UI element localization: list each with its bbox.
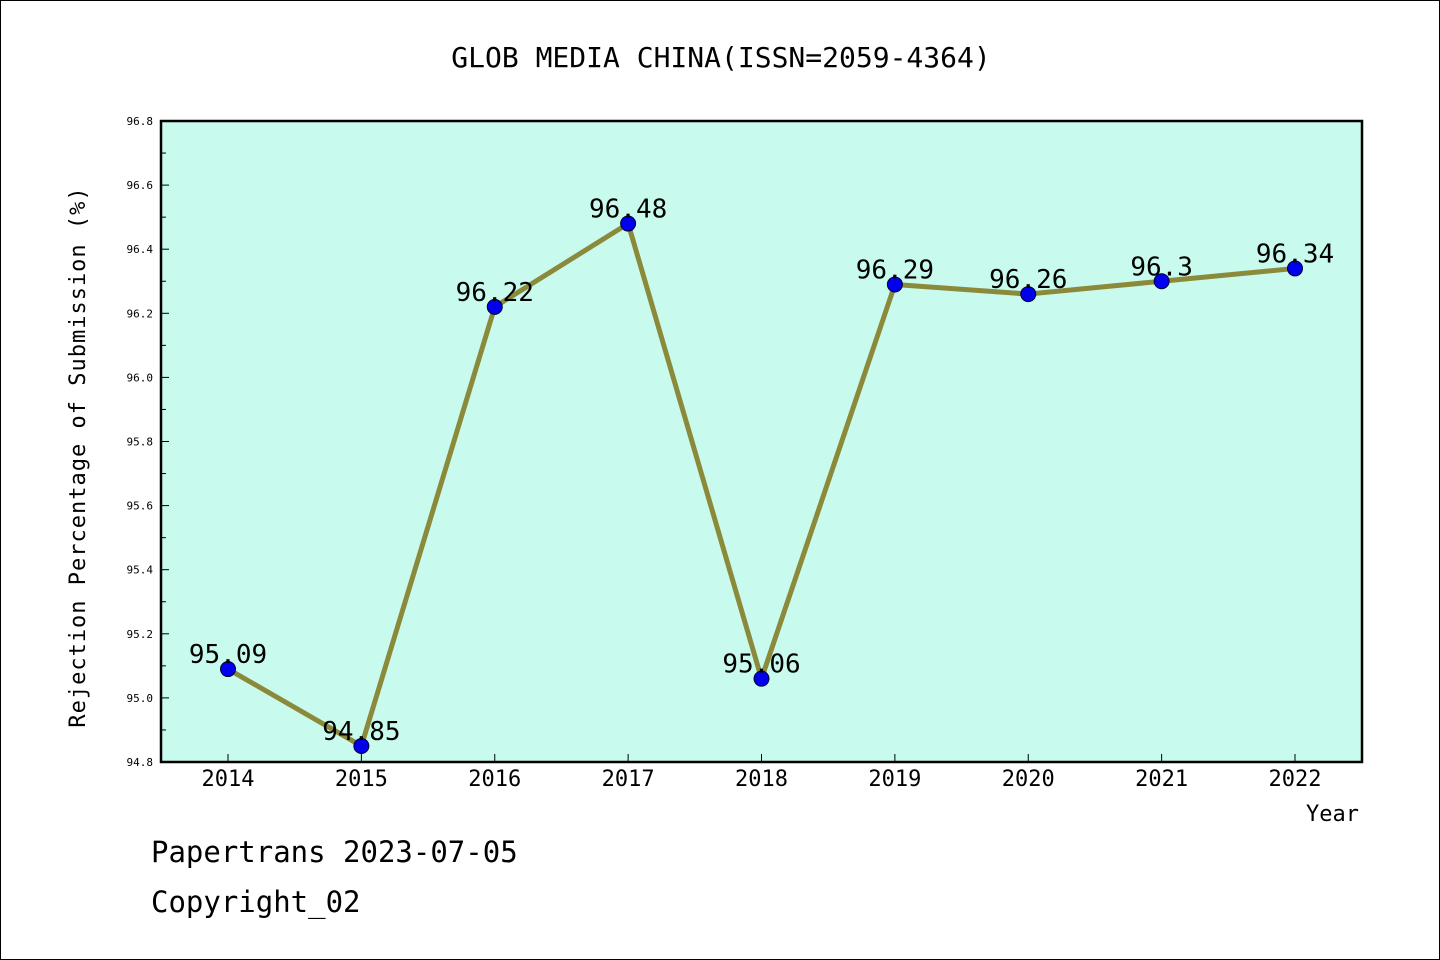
y-tick-label: 96.4 (127, 243, 154, 256)
y-tick-label: 95.2 (127, 628, 154, 641)
data-label: 94.85 (322, 717, 400, 747)
x-tick-label: 2018 (735, 767, 788, 792)
y-tick-label: 95.0 (127, 692, 154, 705)
x-tick-label: 2015 (335, 767, 388, 792)
data-label: 96.34 (1256, 239, 1334, 269)
x-tick-label: 2021 (1135, 767, 1188, 792)
y-tick-label: 94.8 (127, 756, 154, 769)
data-point (220, 661, 236, 678)
data-point (486, 298, 503, 315)
x-tick-label: 2014 (202, 767, 255, 792)
data-point (753, 670, 770, 687)
data-labels-group: 95.09 94.85 96.22 96.48 95.06 96.29 96.26 96.3 9… (189, 195, 1334, 747)
data-point (886, 276, 903, 293)
data-point (1020, 286, 1037, 303)
y-tick-label: 96.2 (127, 307, 154, 320)
data-point (1153, 273, 1170, 290)
data-label: 96.3 (1130, 252, 1193, 282)
x-axis: 2014 2015 2016 2017 2018 2019 2020 2021 2022 (202, 754, 1322, 792)
data-label: 96.48 (589, 195, 667, 225)
data-label: 96.26 (989, 265, 1067, 295)
markers-group (220, 215, 1303, 754)
y-tick-label: 95.4 (127, 564, 154, 577)
footer-line-1: Papertrans 2023-07-05 (151, 835, 518, 869)
x-tick-label: 2019 (868, 767, 921, 792)
footer-line-2: Copyright_02 (151, 885, 361, 919)
y-tick-label: 95.6 (127, 500, 154, 513)
plot-area (159, 119, 1364, 764)
x-tick-label: 2022 (1269, 767, 1322, 792)
data-point (1287, 260, 1303, 277)
chart-title: GLOB MEDIA CHINA(ISSN=2059-4364) (451, 41, 990, 74)
y-tick-label: 95.8 (127, 436, 154, 449)
y-tick-label: 96.8 (127, 115, 154, 128)
x-tick-label: 2017 (602, 767, 655, 792)
data-label: 96.22 (456, 278, 534, 308)
data-label: 96.29 (856, 255, 934, 285)
y-axis: 94.8 95.0 95.2 95.4 95.6 95.8 96.0 96.2 96.4 96.6… (127, 115, 169, 769)
data-point (620, 215, 637, 232)
data-label: 95.09 (189, 640, 267, 670)
y-tick-label: 96.6 (127, 179, 154, 192)
data-label: 95.06 (722, 650, 800, 680)
y-tick-label: 96.0 (127, 371, 154, 384)
x-axis-label: Year (1306, 802, 1359, 827)
x-tick-label: 2020 (1002, 767, 1055, 792)
y-axis-label: Rejection Percentage of Submission (%) (66, 186, 91, 727)
data-point (353, 737, 370, 754)
x-tick-label: 2016 (468, 767, 521, 792)
